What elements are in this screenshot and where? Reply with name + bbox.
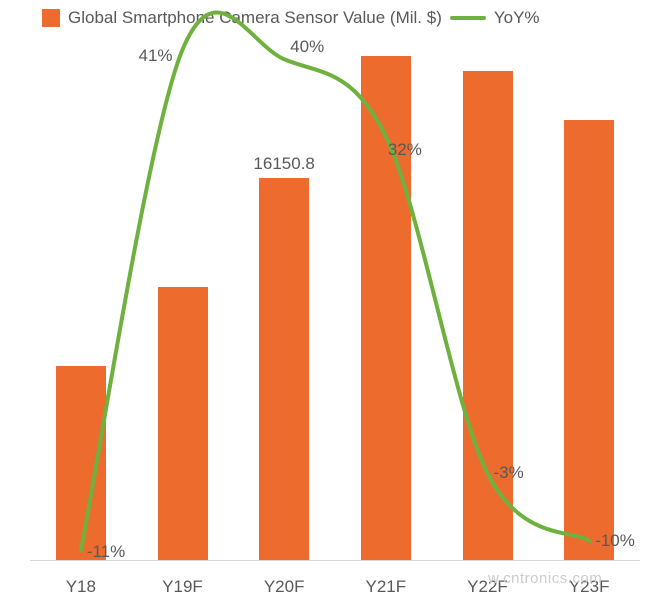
x-tick-label: Y20F bbox=[264, 577, 305, 597]
yoy-label: 40% bbox=[290, 37, 324, 57]
x-tick-label: Y21F bbox=[366, 577, 407, 597]
x-axis-line bbox=[30, 560, 640, 561]
chart-legend: Global Smartphone Camera Sensor Value (M… bbox=[42, 8, 540, 28]
yoy-label: -10% bbox=[595, 531, 635, 551]
watermark: w.cntronics.com bbox=[488, 570, 602, 587]
legend-line-swatch bbox=[450, 16, 486, 20]
chart-container: Global Smartphone Camera Sensor Value (M… bbox=[0, 0, 660, 612]
yoy-label: 32% bbox=[388, 140, 422, 160]
yoy-line bbox=[30, 40, 640, 560]
yoy-label: 41% bbox=[139, 46, 173, 66]
yoy-label: -3% bbox=[494, 463, 524, 483]
x-tick-label: Y18 bbox=[66, 577, 96, 597]
plot-area: 16150.8-11%41%40%32%-3%-10% bbox=[30, 40, 640, 560]
legend-bar-label: Global Smartphone Camera Sensor Value (M… bbox=[68, 8, 442, 28]
x-tick-label: Y19F bbox=[162, 577, 203, 597]
legend-bar-swatch bbox=[42, 9, 60, 27]
legend-line-label: YoY% bbox=[494, 8, 540, 28]
